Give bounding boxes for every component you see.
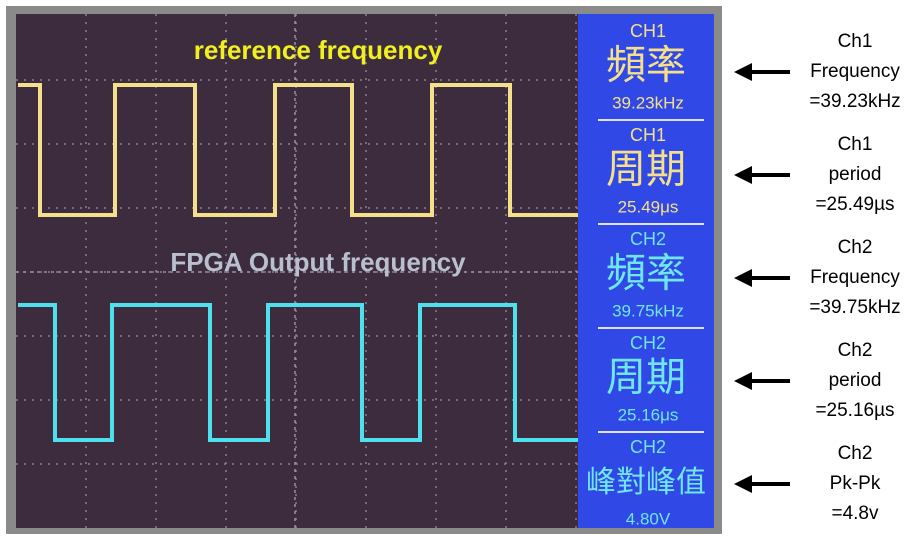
annotation-text: Ch1	[838, 134, 873, 155]
annotation-text: =25.16µs	[815, 400, 894, 421]
readout-label: 峰對峰值	[586, 466, 706, 499]
arrow-head	[734, 372, 752, 390]
arrow-head	[734, 63, 752, 81]
waveform-label: FPGA Output frequency	[170, 247, 466, 277]
readout-label: 頻率	[606, 252, 686, 296]
annotation-text: period	[829, 370, 882, 391]
readout-value: 25.16μs	[618, 405, 679, 424]
readout-channel: CH2	[630, 437, 666, 457]
figure: reference frequency FPGA Output frequenc…	[0, 0, 910, 539]
arrow-head	[734, 475, 752, 493]
readout-channel: CH2	[630, 333, 666, 353]
annotation-text: Ch2	[838, 237, 873, 258]
readout-value: 25.49μs	[618, 197, 679, 216]
readout-label: 頻率	[606, 44, 686, 88]
annotation-text: =39.23kHz	[809, 91, 900, 112]
readout-channel: CH2	[630, 229, 666, 249]
annotation-text: =39.75kHz	[809, 297, 900, 318]
readout-label: 周期	[606, 148, 686, 192]
readout-value: 39.75kHz	[612, 301, 684, 320]
arrow-head	[734, 166, 752, 184]
annotation-text: Pk-Pk	[830, 473, 881, 494]
annotation-text: Frequency	[810, 267, 900, 288]
annotation-text: Frequency	[810, 61, 900, 82]
readout-channel: CH1	[630, 21, 666, 41]
annotation-text: Ch2	[838, 340, 873, 361]
readout-channel: CH1	[630, 125, 666, 145]
arrow-head	[734, 269, 752, 287]
annotation-text: =25.49µs	[815, 194, 894, 215]
waveform-label: reference frequency	[194, 35, 443, 65]
annotation-text: period	[829, 164, 882, 185]
readout-label: 周期	[606, 356, 686, 400]
annotation-text: =4.8v	[831, 503, 879, 524]
readout-value: 39.23kHz	[612, 93, 684, 112]
readout-value: 4.80V	[626, 509, 671, 528]
annotation-text: Ch2	[838, 443, 873, 464]
annotation-text: Ch1	[838, 31, 873, 52]
